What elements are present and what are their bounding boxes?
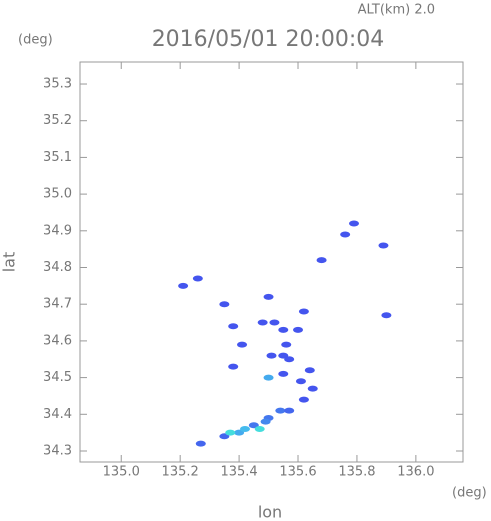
plot-frame [79,61,464,463]
y-tick-label: 35.2 [43,113,72,128]
y-tick-label: 34.7 [43,297,72,312]
echo-point [178,282,189,289]
echo-point [298,396,309,403]
echo-point [237,341,248,348]
x-axis-label: lon [258,503,282,521]
y-tick-label: 34.3 [43,443,72,458]
echo-point [263,293,274,300]
echo-point [195,440,206,447]
chart-title: 2016/05/01 20:00:04 [152,27,385,52]
x-tick-label: 135.2 [162,465,199,480]
echo-point [378,242,389,249]
echo-point [295,378,306,385]
echo-point [257,319,268,326]
y-tick-label: 35.0 [43,187,72,202]
chart-subtitle: ALT(km) 2.0 [358,3,435,18]
echo-point [316,257,327,264]
echo-point [281,341,292,348]
echo-point [278,326,289,333]
echo-point [254,425,265,432]
echo-point [228,363,239,370]
x-tick-label: 135.4 [220,465,257,480]
y-axis-label: lat [0,252,19,273]
y-tick-label: 34.6 [43,333,72,348]
echo-point [381,312,392,319]
y-tick-label: 34.9 [43,223,72,238]
echo-point [284,356,295,363]
echo-point [284,407,295,414]
echo-point [298,308,309,315]
echo-point [266,352,277,359]
x-tick-label: 136.0 [397,465,434,480]
echo-point [192,275,203,282]
y-tick-label: 34.5 [43,370,72,385]
echo-point [260,418,271,425]
echo-point [307,385,318,392]
echo-point [225,429,236,436]
echo-point [269,319,280,326]
echo-point [348,220,359,227]
y-tick-label: 34.8 [43,260,72,275]
y-tick-label: 35.3 [43,77,72,92]
x-unit: (deg) [452,486,487,501]
echo-point [278,370,289,377]
x-tick-label: 135.8 [338,465,375,480]
echo-point [239,425,250,432]
y-unit: (deg) [18,33,53,48]
x-tick-label: 135.0 [103,465,140,480]
echo-point [219,301,230,308]
echo-point [304,367,315,374]
echo-point [275,407,286,414]
echo-point [228,323,239,330]
echo-point [263,374,274,381]
x-tick-label: 135.6 [279,465,316,480]
echo-point [340,231,351,238]
y-tick-label: 35.1 [43,150,72,165]
echo-point [293,326,304,333]
y-tick-label: 34.4 [43,407,72,422]
